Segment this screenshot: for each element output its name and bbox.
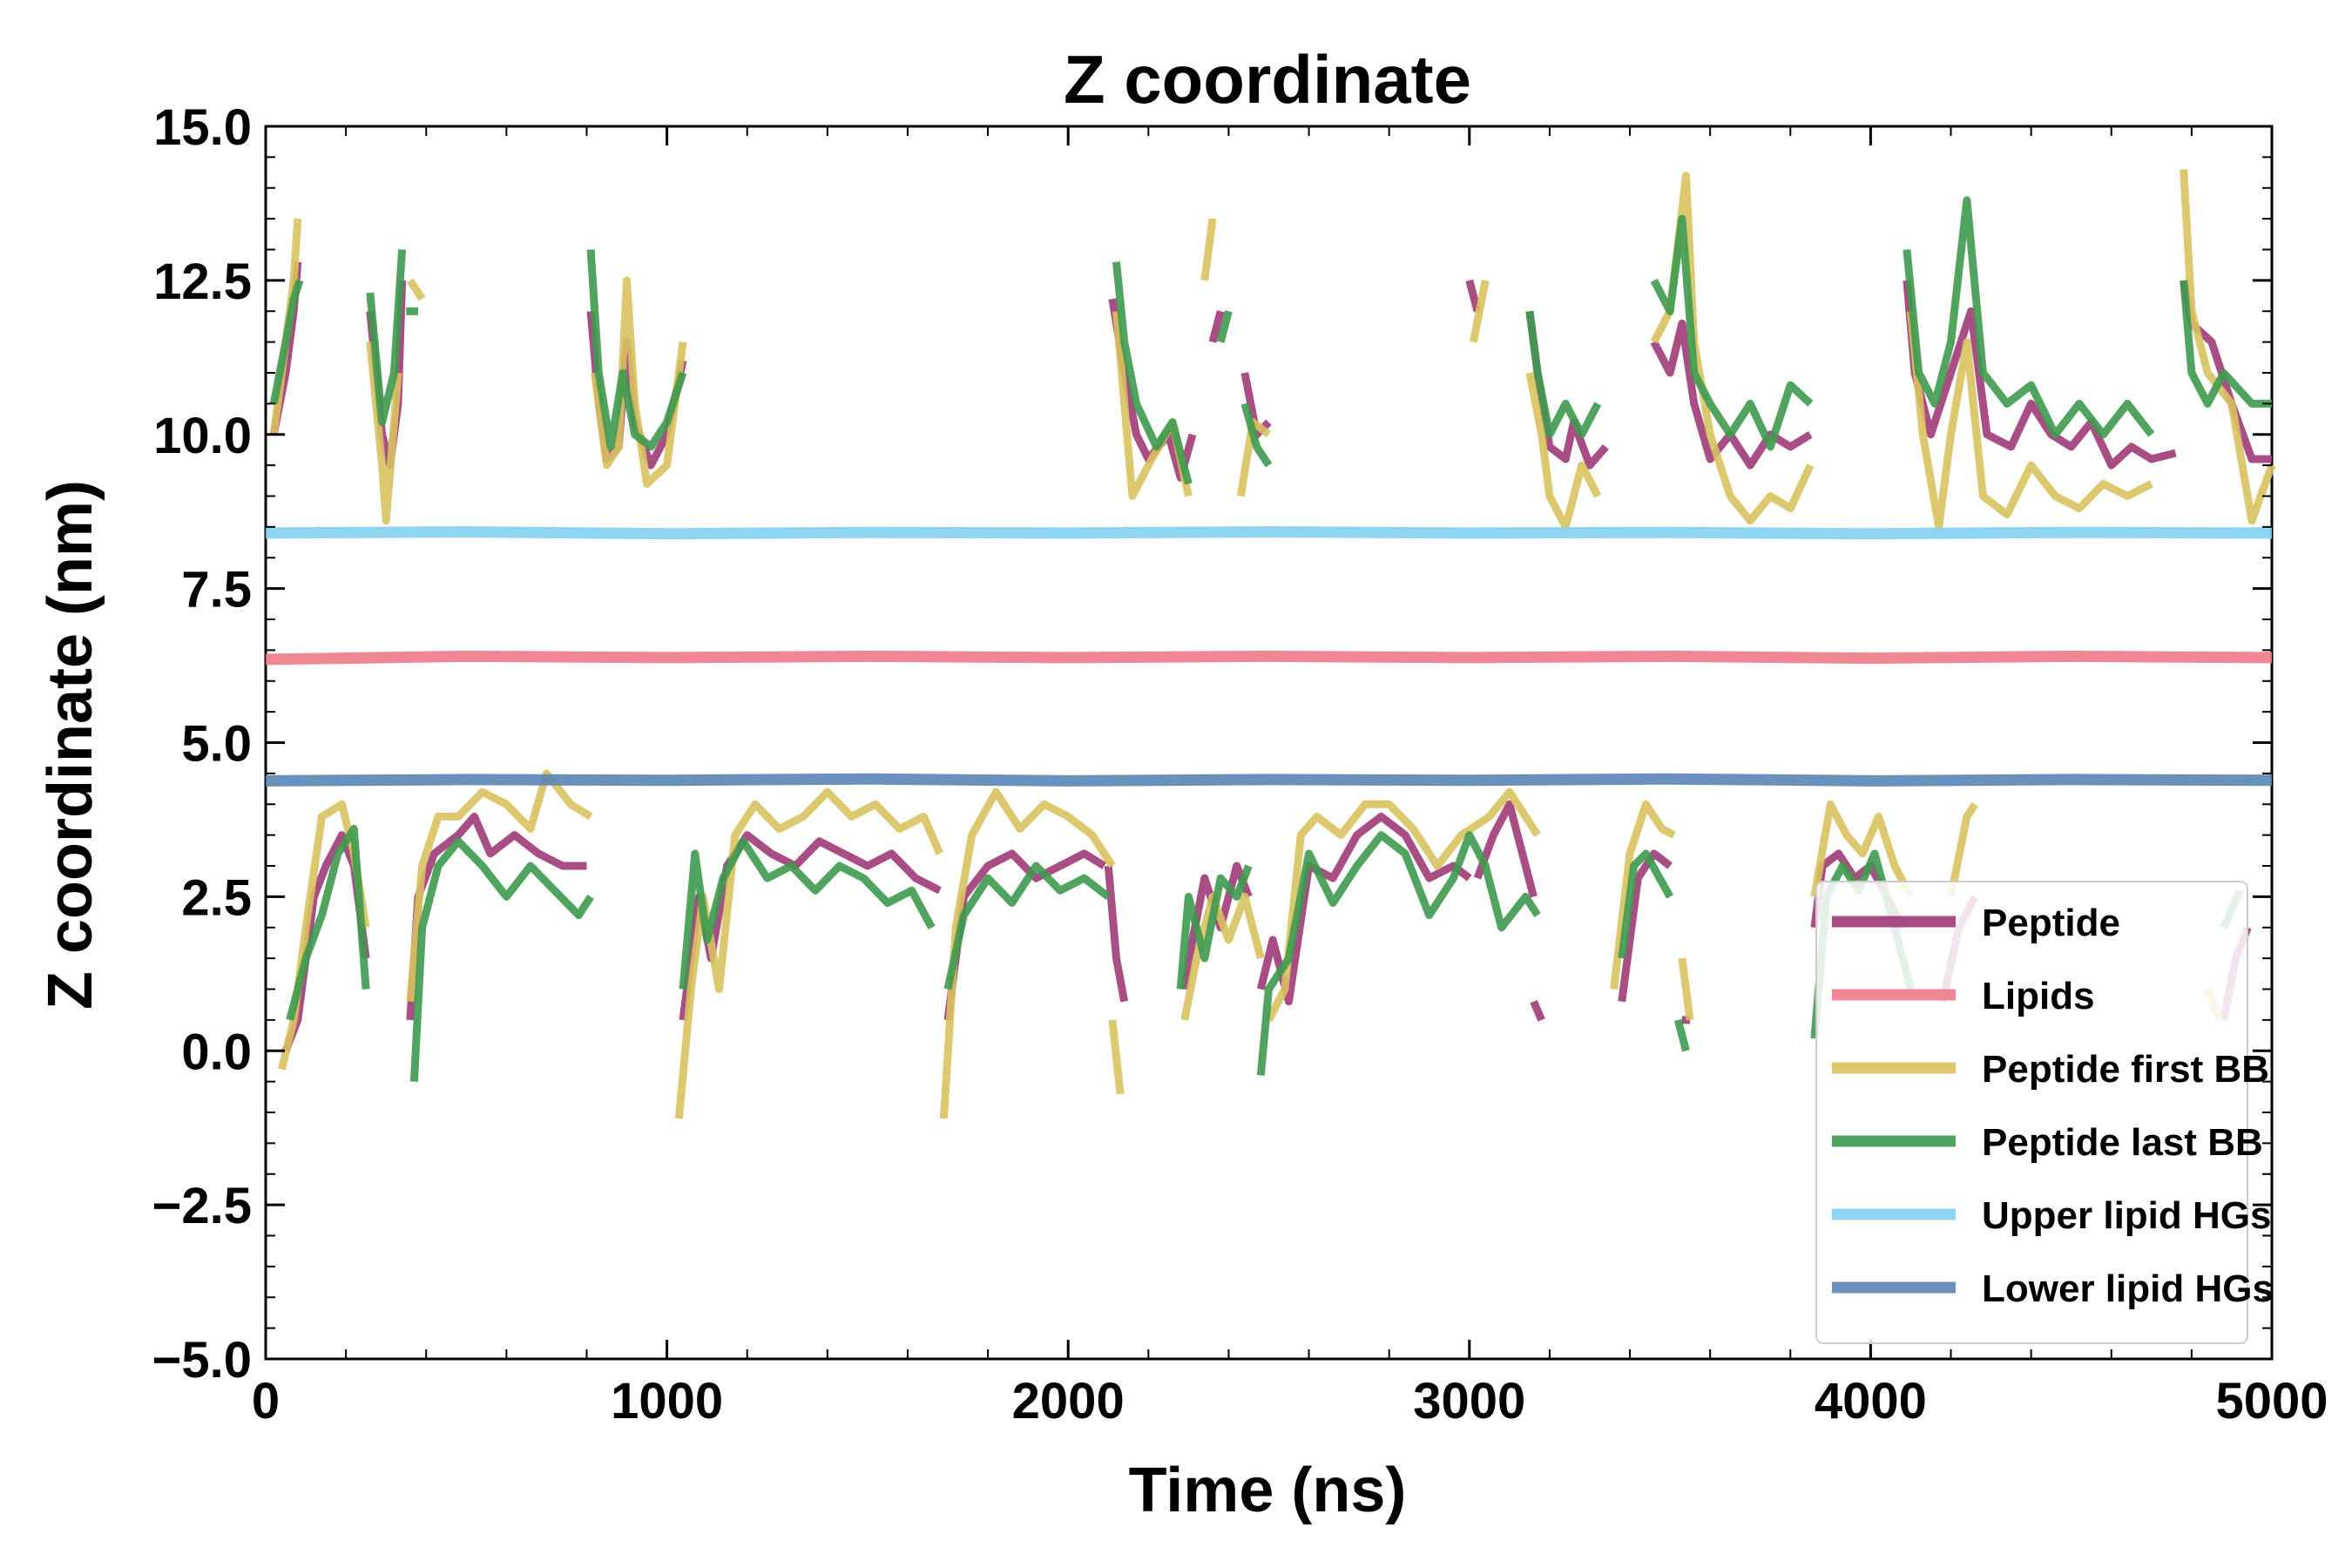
series-line-segment: [1810, 800, 1915, 899]
series-line-segment: [1208, 310, 1225, 343]
series-line-segment: [674, 787, 943, 1119]
y-axis-label: Z coordinate (nm): [36, 480, 105, 1010]
y-tick-label: −2.5: [152, 1178, 253, 1234]
y-tick-label: 5.0: [181, 716, 252, 773]
series-line-segment: [1618, 849, 1673, 1003]
legend-label: Peptide last BB: [1982, 1121, 2263, 1164]
series-lipids: [265, 650, 2273, 666]
series-line-segment: [1907, 310, 2153, 531]
series-line-segment: [939, 787, 1116, 1119]
series-layer: [265, 169, 2276, 1119]
series-line-segment: [1473, 800, 1538, 898]
y-tick-label: −5.0: [152, 1332, 253, 1389]
series-line-segment: [407, 278, 426, 301]
series-line-segment: [586, 249, 687, 451]
series-line-segment: [406, 812, 587, 1021]
chart-title: Z coordinate: [1064, 41, 1471, 118]
series-line-segment: [1256, 831, 1541, 1076]
legend: Peptide Lipids Peptide first BB Peptide las…: [1815, 881, 2274, 1344]
series-peptide-last-bb: [269, 196, 2272, 1082]
series-line-segment: [1525, 310, 1602, 439]
series-line-segment: [1180, 892, 1265, 1021]
series-line-segment: [265, 773, 2273, 787]
legend-label: Lipids: [1982, 975, 2095, 1017]
series-line-segment: [2180, 280, 2272, 408]
legend-label: Upper lipid HGs: [1982, 1194, 2271, 1237]
series-line-segment: [1947, 801, 1978, 898]
legend-label: Peptide: [1982, 902, 2120, 944]
series-line-segment: [1240, 402, 1273, 468]
series-line-segment: [265, 526, 2273, 540]
series-line-segment: [1104, 865, 1129, 1003]
series-line-segment: [2180, 169, 2276, 525]
series-line-segment: [265, 650, 2273, 666]
series-line-segment: [409, 837, 594, 1082]
y-tick-label: 7.5: [181, 562, 252, 618]
series-line-segment: [1530, 999, 1545, 1022]
y-tick-label: 15.0: [153, 99, 252, 156]
series-line-segment: [591, 276, 687, 488]
y-tick-label: 12.5: [153, 253, 252, 310]
x-axis-label: Time (ns): [1129, 1456, 1407, 1525]
series-line-segment: [1610, 800, 1676, 990]
series-line-segment: [1678, 957, 1694, 1021]
series-line-segment: [943, 862, 1112, 990]
x-tick-label: 5000: [2215, 1373, 2328, 1429]
series-line-segment: [1903, 280, 2177, 470]
series-line-segment: [1903, 196, 2155, 439]
series-line-segment: [1650, 214, 1814, 451]
series-line-segment: [366, 249, 407, 427]
y-tick-label: 2.5: [181, 869, 252, 926]
series-line-segment: [943, 849, 1107, 1021]
series-line-segment: [1112, 261, 1193, 485]
x-tick-label: 0: [252, 1373, 280, 1429]
series-line-segment: [1465, 279, 1482, 313]
legend-label: Peptide first BB: [1982, 1048, 2269, 1091]
x-tick-label: 1000: [611, 1373, 723, 1429]
series-lower-lipid-hgs: [265, 773, 2273, 787]
series-line-segment: [406, 769, 593, 1003]
series-line-segment: [1265, 787, 1541, 1022]
series-line-segment: [1216, 310, 1233, 343]
legend-label: Lower lipid HGs: [1982, 1267, 2274, 1310]
ticks-layer: 0 1000 2000 3000 4000 5000 −5.0 −2.5 0.0 2.5 5.0 7.…: [152, 99, 2328, 1429]
y-tick-label: 0.0: [181, 1024, 252, 1080]
series-line-segment: [366, 341, 402, 525]
series-line-segment: [286, 825, 370, 1022]
x-tick-label: 2000: [1012, 1373, 1125, 1429]
series-upper-lipid-hgs: [265, 526, 2273, 540]
y-tick-label: 10.0: [153, 408, 252, 464]
series-line-segment: [1108, 1019, 1125, 1095]
plot-area: 0 1000 2000 3000 4000 5000 −5.0 −2.5 0.0 2.5 5.0 7.…: [152, 99, 2328, 1429]
series-line-segment: [1650, 319, 1813, 470]
series-line-segment: [1525, 372, 1602, 531]
series-line-segment: [269, 279, 304, 405]
series-line-segment: [2180, 280, 2272, 463]
series-line-segment: [1176, 864, 1253, 990]
x-tick-label: 3000: [1413, 1373, 1525, 1429]
series-line-segment: [1673, 1018, 1690, 1052]
series-line-segment: [1200, 218, 1217, 281]
series-line-segment: [1618, 849, 1674, 959]
series-line-segment: [679, 837, 936, 990]
x-tick-label: 4000: [1815, 1373, 1927, 1429]
series-line-segment: [1469, 280, 1490, 343]
